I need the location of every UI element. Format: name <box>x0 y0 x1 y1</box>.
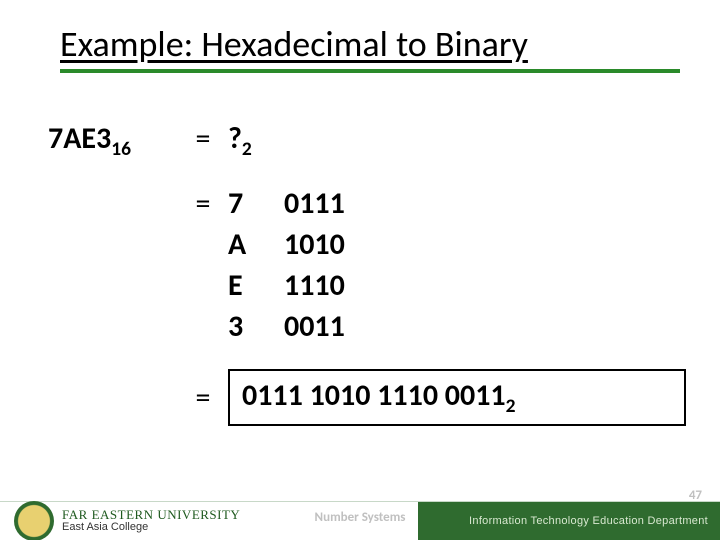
footer-left: FAR EASTERN UNIVERSITY East Asia College <box>0 502 338 540</box>
bin-digit: 1110 <box>284 267 404 304</box>
hex-digit: E <box>228 267 284 304</box>
row-question: 7AE316 = ?2 <box>48 120 680 161</box>
question-mark: ? <box>228 120 242 157</box>
content-area: 7AE316 = ?2 = 7 0111 A 1010 E 1110 3 001… <box>48 120 680 450</box>
answer-base: 2 <box>506 394 516 418</box>
department-name: Information Technology Education Departm… <box>469 515 708 527</box>
equals-sign: = <box>178 120 228 157</box>
target-base: 2 <box>242 137 252 161</box>
row-breakdown: = 7 0111 A 1010 E 1110 3 0011 <box>48 185 680 345</box>
hex-digit: 7 <box>228 185 284 222</box>
footer-right: Information Technology Education Departm… <box>418 502 720 540</box>
digits-cell: 7 0111 A 1010 E 1110 3 0011 <box>228 185 404 345</box>
answer-box: 0111 1010 1110 00112 <box>228 369 686 426</box>
college-name: East Asia College <box>62 522 240 534</box>
equals-sign-2: = <box>178 185 228 222</box>
bin-digit: 1010 <box>284 226 404 263</box>
page-title: Example: Hexadecimal to Binary <box>60 24 680 73</box>
footer-center: Number Systems <box>315 510 406 525</box>
source-value: 7AE3 <box>48 120 111 157</box>
university-text: FAR EASTERN UNIVERSITY East Asia College <box>62 508 240 533</box>
row-answer: = 0111 1010 1110 00112 <box>48 369 680 426</box>
university-logo-icon <box>14 501 54 540</box>
hex-digit: 3 <box>228 308 284 345</box>
bin-digit: 0011 <box>284 308 404 345</box>
university-name: FAR EASTERN UNIVERSITY <box>62 508 240 522</box>
answer-value: 0111 1010 1110 0011 <box>242 377 506 414</box>
bin-digit: 0111 <box>284 185 404 222</box>
page-number: 47 <box>689 488 702 503</box>
source-base: 16 <box>111 137 131 161</box>
hex-digit: A <box>228 226 284 263</box>
source-number: 7AE316 <box>48 120 178 161</box>
slide: Example: Hexadecimal to Binary 7AE316 = … <box>0 0 720 540</box>
footer: 47 FAR EASTERN UNIVERSITY East Asia Coll… <box>0 502 720 540</box>
equals-sign-3: = <box>178 379 228 416</box>
answer-cell: 0111 1010 1110 00112 <box>228 369 686 426</box>
digits-table: 7 0111 A 1010 E 1110 3 0011 <box>228 185 404 345</box>
question-cell: ?2 <box>228 120 252 161</box>
